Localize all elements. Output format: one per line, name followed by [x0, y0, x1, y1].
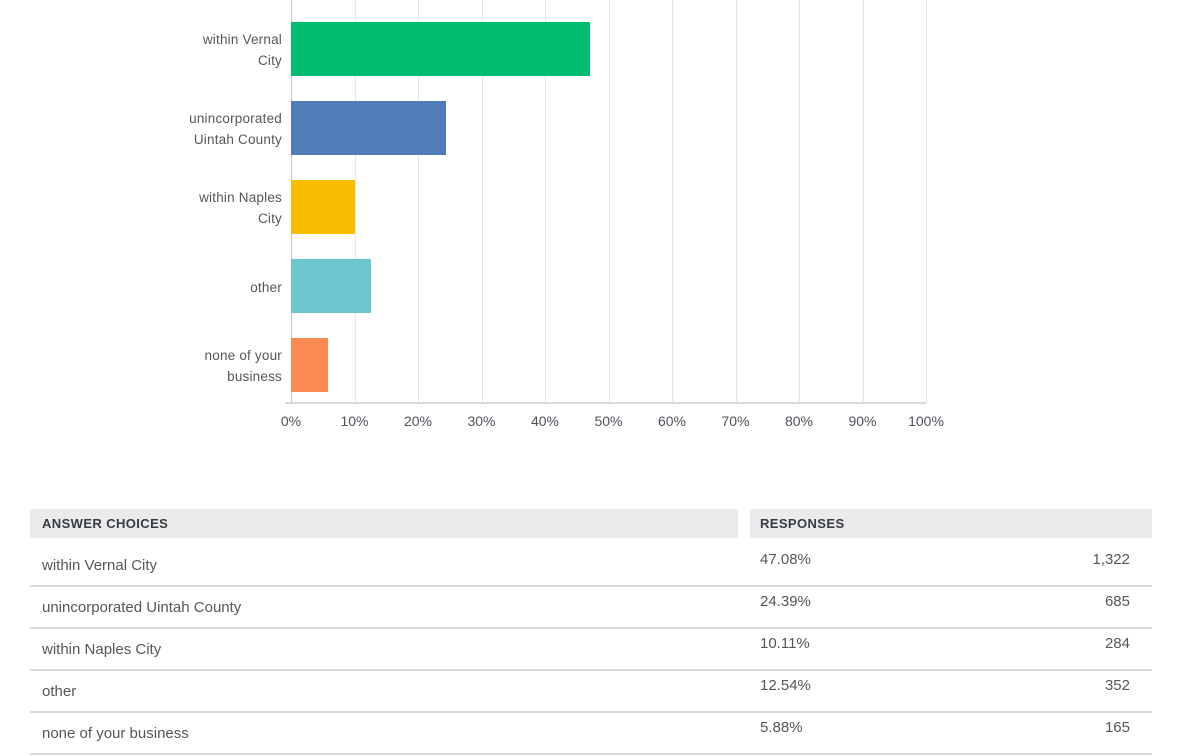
x-tick-label: 50%	[594, 413, 623, 429]
response-cell: 10.11% 284	[750, 635, 1152, 652]
response-percent: 47.08%	[760, 551, 811, 568]
gridline	[799, 0, 800, 402]
category-label-line: within Naples	[199, 190, 282, 205]
x-tick-label: 80%	[784, 413, 814, 429]
x-axis-baseline	[285, 402, 926, 404]
x-tick-label: 60%	[657, 413, 687, 429]
category-label-line: City	[257, 53, 282, 68]
response-count: 284	[1104, 635, 1130, 652]
category-label-line: unincorporated	[189, 111, 282, 126]
response-percent: 12.54%	[760, 677, 811, 694]
category-label-other: other	[0, 277, 287, 298]
gridline	[926, 0, 927, 402]
table-row: within Vernal City 47.08% 1,322	[30, 545, 1152, 587]
category-label-line: none of your	[204, 348, 282, 363]
bar-within-naples-city	[291, 180, 356, 234]
response-count: 685	[1104, 593, 1130, 610]
gridline	[545, 0, 546, 402]
table-header-row: ANSWER CHOICES RESPONSES	[30, 509, 1152, 538]
response-count: 165	[1104, 719, 1130, 736]
answer-choice-label: within Naples City	[42, 640, 162, 658]
bar-unincorporated-uintah-county	[291, 101, 446, 155]
response-cell: 47.08% 1,322	[750, 551, 1152, 568]
response-percent: 10.11%	[760, 635, 810, 652]
category-label-line: City	[257, 211, 282, 226]
results-table: ANSWER CHOICES RESPONSES within Vernal C…	[30, 509, 1152, 755]
gridline	[862, 0, 864, 402]
category-label-line: Uintah County	[193, 132, 282, 147]
category-label-within-vernal-city: within Vernal City	[0, 29, 287, 71]
table-row: none of your business 5.88% 165	[30, 713, 1152, 755]
response-cell: 5.88% 165	[750, 719, 1152, 736]
responses-header: RESPONSES	[750, 509, 1152, 538]
category-label-within-naples-city: within Naples City	[0, 187, 287, 229]
table-row: within Naples City 10.11% 284	[30, 629, 1152, 671]
category-label-line: other	[250, 279, 282, 295]
x-tick-label: 20%	[403, 413, 433, 429]
x-tick-label: 0%	[280, 413, 302, 429]
bar-none-of-your-business	[291, 338, 329, 392]
gridline	[672, 0, 673, 402]
x-tick-label: 100%	[908, 413, 944, 429]
survey-results-bar-chart: 0% 10% 20% 30% 40% 50% 60% 70% 80% 90% 100% within…	[0, 0, 944, 433]
answer-choice-label: none of your business	[42, 724, 189, 742]
answer-choices-header: ANSWER CHOICES	[30, 509, 738, 538]
answer-choice-label: other	[42, 682, 77, 700]
gridline	[481, 0, 483, 402]
table-row: other 12.54% 352	[30, 671, 1152, 713]
response-percent: 24.39%	[760, 593, 811, 610]
x-tick-label: 40%	[530, 413, 560, 429]
bar-within-vernal-city	[291, 22, 590, 76]
x-tick-label: 90%	[848, 413, 877, 429]
x-tick-label: 10%	[340, 413, 369, 429]
x-tick-label: 70%	[721, 413, 750, 429]
category-label-none-of-your-business: none of your business	[0, 345, 287, 387]
category-label-unincorporated-uintah-county: unincorporated Uintah County	[0, 108, 287, 150]
gridline	[418, 0, 419, 402]
bar-other	[291, 259, 371, 313]
category-label-line: within Vernal	[202, 32, 282, 47]
response-count: 1,322	[1092, 551, 1130, 568]
answer-choice-label: within Vernal City	[42, 556, 158, 574]
response-percent: 5.88%	[760, 719, 803, 736]
x-axis: 0% 10% 20% 30% 40% 50% 60% 70% 80% 90% 100%	[281, 413, 944, 433]
response-cell: 24.39% 685	[750, 593, 1152, 610]
response-count: 352	[1104, 677, 1130, 694]
plot-area	[291, 0, 927, 402]
response-cell: 12.54% 352	[750, 677, 1152, 694]
table-row: unincorporated Uintah County 24.39% 685	[30, 587, 1152, 629]
category-label-line: business	[227, 369, 282, 384]
table-body: within Vernal City 47.08% 1,322 unincorpora…	[30, 545, 1152, 755]
answer-choice-label: unincorporated Uintah County	[42, 598, 242, 616]
gridline	[735, 0, 737, 402]
x-tick-label: 30%	[467, 413, 496, 429]
gridline	[608, 0, 610, 402]
